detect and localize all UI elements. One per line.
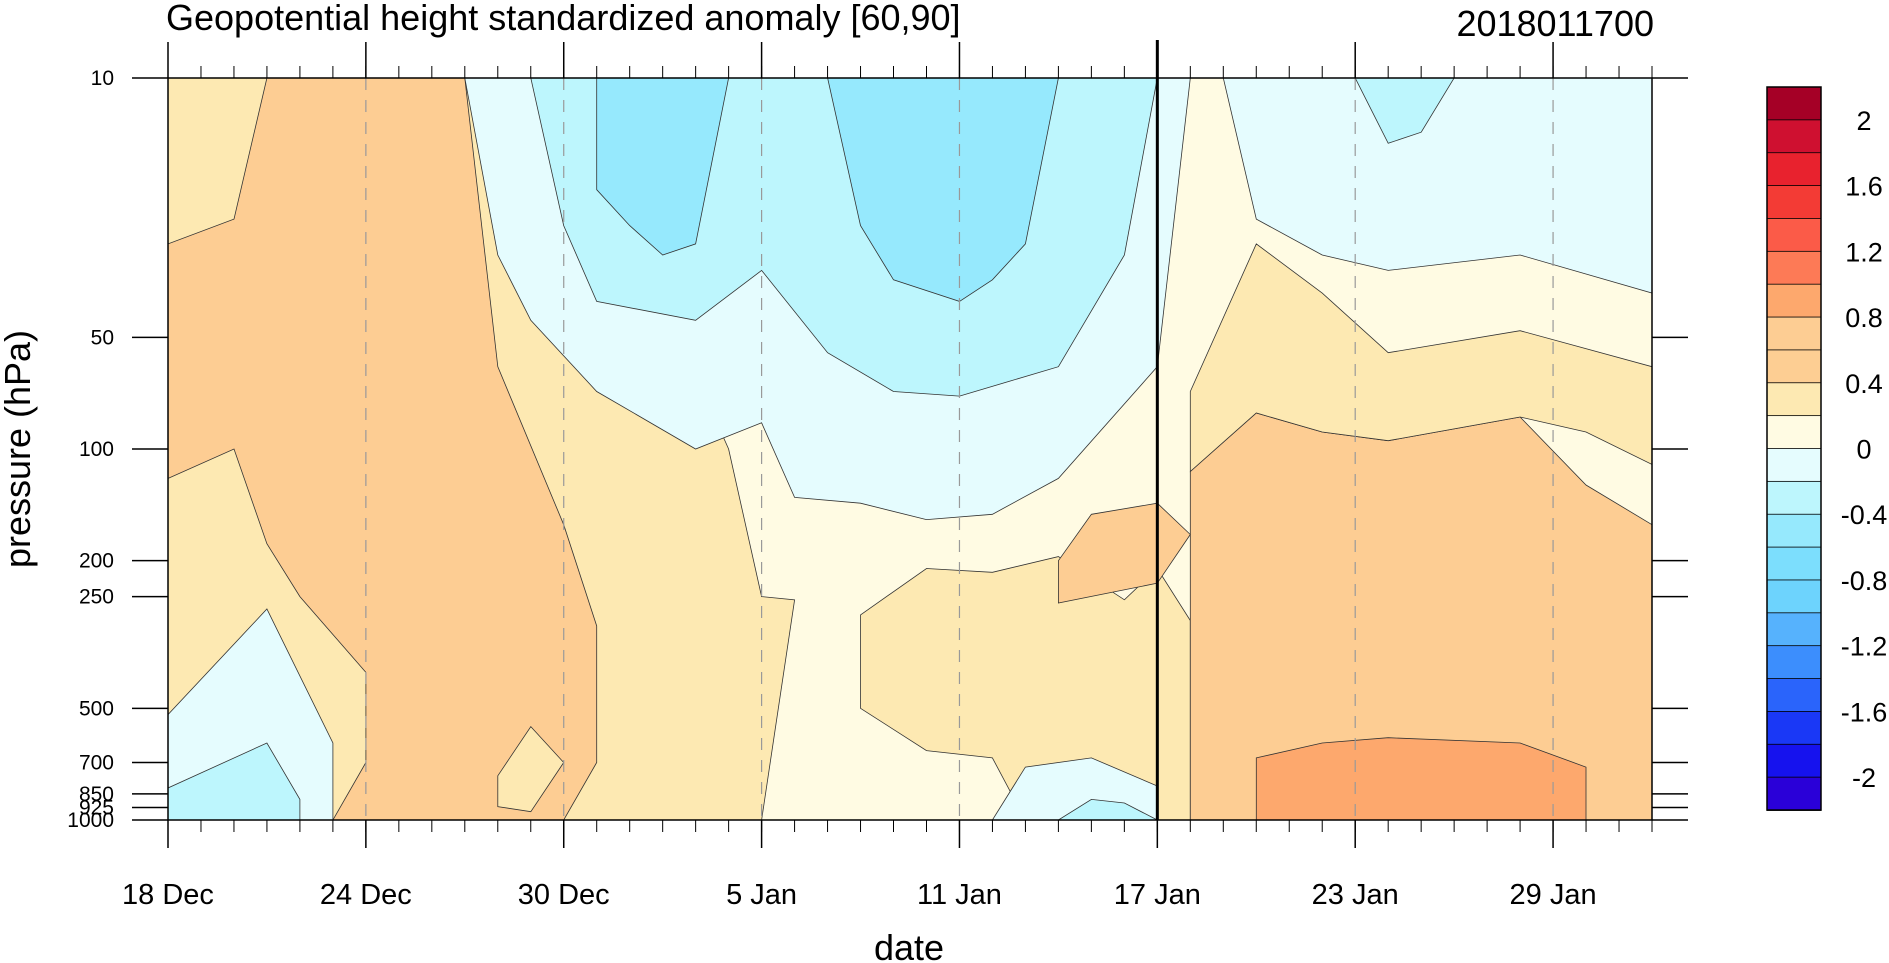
contour-region — [497, 725, 565, 813]
colorbar-label: 1.6 — [1845, 172, 1883, 202]
x-tick-label: 17 Jan — [1114, 879, 1201, 911]
x-tick-label: 23 Jan — [1312, 879, 1399, 911]
y-tick-label: 200 — [79, 550, 114, 573]
colorbar-swatch — [1766, 316, 1822, 351]
colorbar-label: 2 — [1856, 106, 1871, 136]
colorbar-swatch — [1766, 678, 1822, 713]
colorbar-label: -2 — [1852, 763, 1876, 793]
x-tick-label: 24 Dec — [320, 879, 412, 911]
colorbar-frame — [1766, 86, 1822, 811]
grid-lines — [365, 78, 1554, 820]
colorbar-label: 0.8 — [1845, 303, 1883, 333]
y-axis-label: pressure (hPa) — [0, 330, 38, 568]
chart-title: Geopotential height standardized anomaly… — [166, 0, 961, 38]
colorbar-swatch — [1766, 86, 1822, 121]
date-label: 2018011700 — [1456, 3, 1654, 44]
colorbar-swatch — [1766, 579, 1822, 614]
contour-region — [1255, 737, 1587, 820]
contour-region — [1222, 78, 1652, 294]
contour-region — [168, 78, 598, 820]
y-tick-label: 50 — [91, 326, 114, 349]
y-tick-label: 1000 — [67, 809, 114, 832]
colorbar: 2 1.6 1.2 0.8 0.4 0 -0.4 -0.8 -1.2 -1.6 -2 — [1766, 86, 1888, 811]
colorbar-swatch — [1766, 349, 1822, 384]
y-tick-label: 700 — [79, 752, 114, 775]
colorbar-label: -1.6 — [1841, 697, 1888, 727]
contour-region — [596, 78, 730, 256]
colorbar-label: 0.4 — [1845, 369, 1883, 399]
colorbar-swatch — [1766, 645, 1822, 680]
colorbar-label: -0.8 — [1841, 566, 1888, 596]
y-tick-label: 10 — [91, 67, 114, 90]
y-tick-label: 850 — [79, 783, 114, 806]
contour-regions — [168, 78, 1652, 820]
colorbar-swatch — [1766, 250, 1822, 286]
contour-region — [168, 608, 334, 820]
colorbar-label: -0.4 — [1841, 500, 1888, 530]
colorbar-swatch — [1766, 612, 1822, 647]
colorbar-label: 1.2 — [1845, 237, 1883, 267]
colorbar-swatch — [1766, 415, 1822, 450]
y-tick-label: 925 — [79, 796, 114, 819]
x-axis: 18 Dec 24 Dec 30 Dec 5 Jan 11 Jan 17 Jan 23 Ja… — [122, 42, 1653, 911]
x-tick-label: 18 Dec — [122, 879, 214, 911]
colorbar-swatch — [1766, 283, 1822, 318]
colorbar-swatch — [1766, 448, 1822, 483]
contour-region — [168, 742, 301, 820]
colorbar-swatch — [1766, 119, 1822, 154]
contour-region — [1189, 243, 1652, 473]
contour-region — [827, 78, 1059, 302]
colorbar-swatch — [1766, 743, 1822, 779]
colorbar-label: 0 — [1856, 435, 1871, 465]
colorbar-swatch — [1766, 513, 1822, 548]
y-tick-label: 500 — [79, 697, 114, 720]
colorbar-swatch — [1766, 218, 1822, 253]
colorbar-swatch — [1766, 711, 1822, 746]
colorbar-swatch — [1766, 152, 1822, 187]
x-tick-label: 11 Jan — [917, 879, 1002, 911]
x-tick-label: 30 Dec — [518, 879, 610, 911]
colorbar-swatch — [1766, 185, 1822, 220]
contour-region — [1057, 798, 1158, 820]
colorbar-swatch — [1766, 480, 1822, 516]
colorbar-swatch — [1766, 382, 1822, 417]
y-tick-label: 250 — [79, 586, 114, 609]
x-tick-label: 5 Jan — [726, 879, 797, 911]
contour-region — [1354, 78, 1455, 144]
colorbar-swatch — [1766, 776, 1822, 811]
x-tick-label: 29 Jan — [1510, 879, 1597, 911]
x-axis-label: date — [874, 927, 944, 963]
colorbar-swatch — [1766, 546, 1822, 581]
y-tick-label: 100 — [79, 438, 114, 461]
colorbar-label: -1.2 — [1841, 632, 1888, 662]
